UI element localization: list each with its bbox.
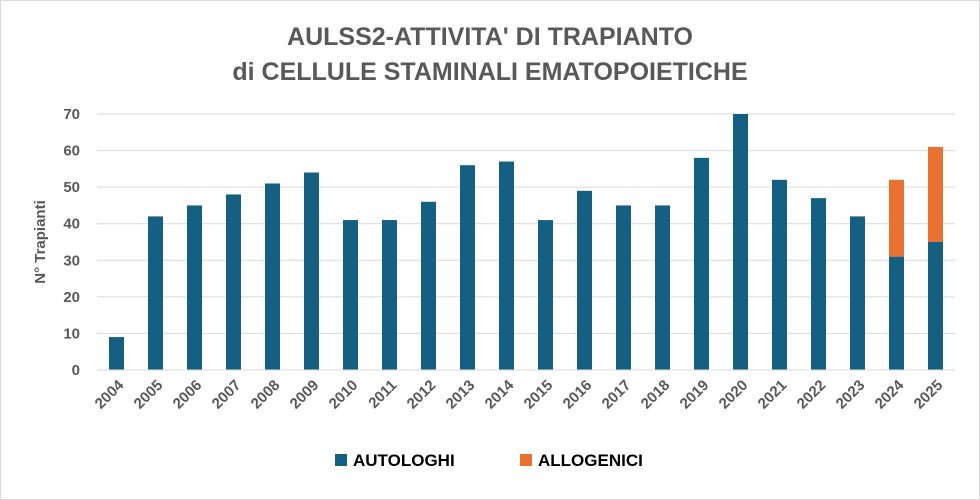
bar-autologhi-2015 [538,220,553,370]
legend-label: ALLOGENICI [538,451,643,470]
y-axis-label: N° Trapianti [32,200,49,284]
y-tick-label: 10 [63,325,80,342]
bar-autologhi-2020 [733,114,748,370]
bar-autologhi-2011 [382,220,397,370]
y-tick-label: 70 [63,106,80,123]
bar-autologhi-2006 [187,205,202,370]
x-tick-label: 2010 [326,377,362,413]
x-tick-label: 2013 [443,377,479,413]
bar-autologhi-2007 [226,194,241,370]
x-tick-label: 2021 [755,377,791,413]
x-tick-label: 2025 [911,377,947,413]
bar-autologhi-2008 [265,183,280,370]
chart-title-line2: di CELLULE STAMINALI EMATOPOIETICHE [232,58,748,86]
x-tick-label: 2016 [560,377,596,413]
gridlines [97,113,955,334]
legend-label: AUTOLOGHI [353,451,455,470]
y-tick-label: 50 [63,179,80,196]
x-tick-label: 2012 [404,377,440,413]
bar-autologhi-2017 [616,205,631,370]
x-tick-label: 2011 [365,377,400,412]
bar-autologhi-2024 [889,256,904,370]
x-tick-label: 2007 [209,377,245,413]
x-tick-label: 2024 [872,376,908,412]
y-tick-labels: 0 10 20 30 40 50 60 70 [63,106,80,379]
bar-autologhi-2022 [811,198,826,370]
chart-title: AULSS2-ATTIVITA' DI TRAPIANTO di CELLULE… [0,20,980,90]
bar-autologhi-2021 [772,179,787,370]
bar-autologhi-2013 [460,165,475,370]
legend-swatch [335,454,347,466]
y-tick-label: 40 [63,216,80,233]
bar-autologhi-2018 [655,205,670,370]
x-tick-label: 2009 [287,377,323,413]
y-tick-label: 30 [63,252,80,269]
bar-autologhi-2019 [694,157,709,370]
bar-autologhi-2014 [499,161,514,370]
bars [109,114,943,370]
x-tick-label: 2019 [677,377,713,413]
x-tick-labels: 2004 2005 2006 2007 2008 2009 2010 2011 2012 2013… [92,376,947,412]
bar-autologhi-2012 [421,201,436,370]
x-tick-label: 2020 [716,377,752,413]
x-tick-label: 2022 [794,377,830,413]
bar-autologhi-2005 [148,216,163,370]
bar-autologhi-2004 [109,337,124,370]
legend: AUTOLOGHI ALLOGENICI [335,451,643,470]
x-tick-label: 2008 [248,377,284,413]
bar-autologhi-2016 [577,190,592,370]
x-tick-label: 2006 [170,377,206,413]
y-tick-label: 20 [63,289,80,306]
bar-allogenici-2025 [928,146,943,242]
y-tick-label: 60 [63,143,80,160]
x-tick-label: 2023 [833,377,869,413]
x-tick-label: 2005 [131,377,167,413]
bar-autologhi-2010 [343,220,358,370]
x-tick-label: 2014 [482,376,518,412]
x-tick-label: 2017 [599,377,635,413]
chart-title-line1: AULSS2-ATTIVITA' DI TRAPIANTO [287,23,693,51]
bar-autologhi-2009 [304,172,319,370]
x-tick-label: 2018 [638,377,674,413]
bar-autologhi-2025 [928,242,943,370]
bar-allogenici-2024 [889,179,904,257]
x-tick-label: 2015 [521,377,557,413]
legend-swatch [520,454,532,466]
bar-autologhi-2023 [850,216,865,370]
y-tick-label: 0 [72,362,80,379]
x-tick-label: 2004 [92,376,128,412]
